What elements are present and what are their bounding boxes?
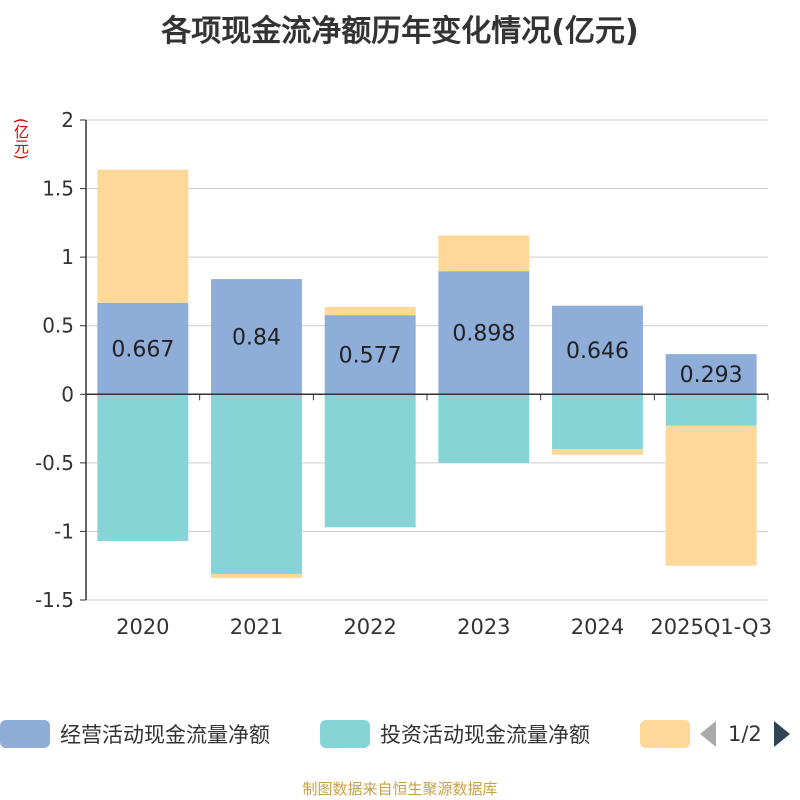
bar-series2-2025Q1-Q3 [665, 394, 757, 426]
bar-series2-2024 [552, 394, 643, 450]
legend-swatch-operating [0, 720, 50, 748]
x-category-label: 2023 [457, 615, 510, 639]
legend-page-indicator: 1/2 [728, 722, 762, 746]
bar-series3-2020 [97, 169, 189, 303]
legend-next-page-icon[interactable] [773, 721, 790, 747]
bar-series1-2021 [211, 279, 302, 395]
bar-series1-2024 [552, 305, 643, 395]
legend-label-operating: 经营活动现金流量净额 [60, 723, 270, 747]
bar-series2-2022 [324, 394, 416, 528]
data-label: 0.667 [111, 338, 174, 363]
y-tick-label: -1.5 [35, 588, 74, 612]
y-tick-label: 0 [61, 382, 74, 406]
y-tick-label: 1.5 [42, 177, 74, 201]
bar-series2-2020 [97, 394, 189, 542]
data-label: 0.646 [566, 339, 629, 364]
chart-title: 各项现金流净额历年变化情况(亿元) [161, 14, 639, 49]
data-label: 0.293 [680, 363, 743, 388]
y-tick-label: 2 [61, 108, 74, 132]
bar-series1-2023 [438, 271, 530, 395]
x-category-label: 2021 [230, 615, 283, 639]
legend-label-investing: 投资活动现金流量净额 [380, 723, 590, 747]
bar-chart: 2 1.5 1 0.5 0 -0.5 -1 -1.5 2020 2021 2022 2023 2024 2… [35, 108, 772, 639]
bar-series2-2023 [438, 394, 530, 463]
y-axis-unit-label: (亿元) [12, 118, 30, 160]
y-tick-label: -1 [54, 519, 74, 543]
bar-series3-2025Q1-Q3 [665, 425, 757, 566]
bar-series1-2020 [97, 302, 189, 395]
data-label: 0.84 [232, 326, 281, 351]
bar-series1-2022 [324, 315, 416, 395]
y-tick-label: 1 [61, 245, 74, 269]
bar-series3-2024 [552, 449, 643, 455]
y-tick-label: 0.5 [42, 314, 74, 338]
bar-series3-2021 [211, 573, 302, 579]
data-label: 0.898 [452, 322, 515, 347]
x-category-label: 2020 [116, 615, 169, 639]
legend-swatch-financing [640, 720, 690, 748]
legend-swatch-investing [320, 720, 370, 748]
source-note: 制图数据来自恒生聚源数据库 [302, 780, 498, 798]
legend-pager: 1/2 [700, 716, 790, 752]
x-category-label: 2024 [571, 615, 624, 639]
data-label: 0.577 [339, 344, 402, 369]
legend-item-investing[interactable]: 投资活动现金流量净额 [320, 716, 590, 752]
legend-item-financing[interactable] [640, 716, 700, 752]
x-category-label: 2022 [343, 615, 396, 639]
legend-prev-page-icon[interactable] [700, 721, 716, 747]
bar-series3-2023 [438, 235, 530, 272]
x-category-label: 2025Q1-Q3 [650, 615, 772, 639]
bar-series1-2025Q1-Q3 [665, 354, 757, 395]
bar-series2-2021 [211, 394, 302, 574]
legend-item-operating[interactable]: 经营活动现金流量净额 [0, 716, 270, 752]
bar-series3-2022 [324, 306, 416, 316]
y-tick-label: -0.5 [35, 451, 74, 475]
legend: 经营活动现金流量净额 投资活动现金流量净额 1/2 [0, 716, 800, 752]
